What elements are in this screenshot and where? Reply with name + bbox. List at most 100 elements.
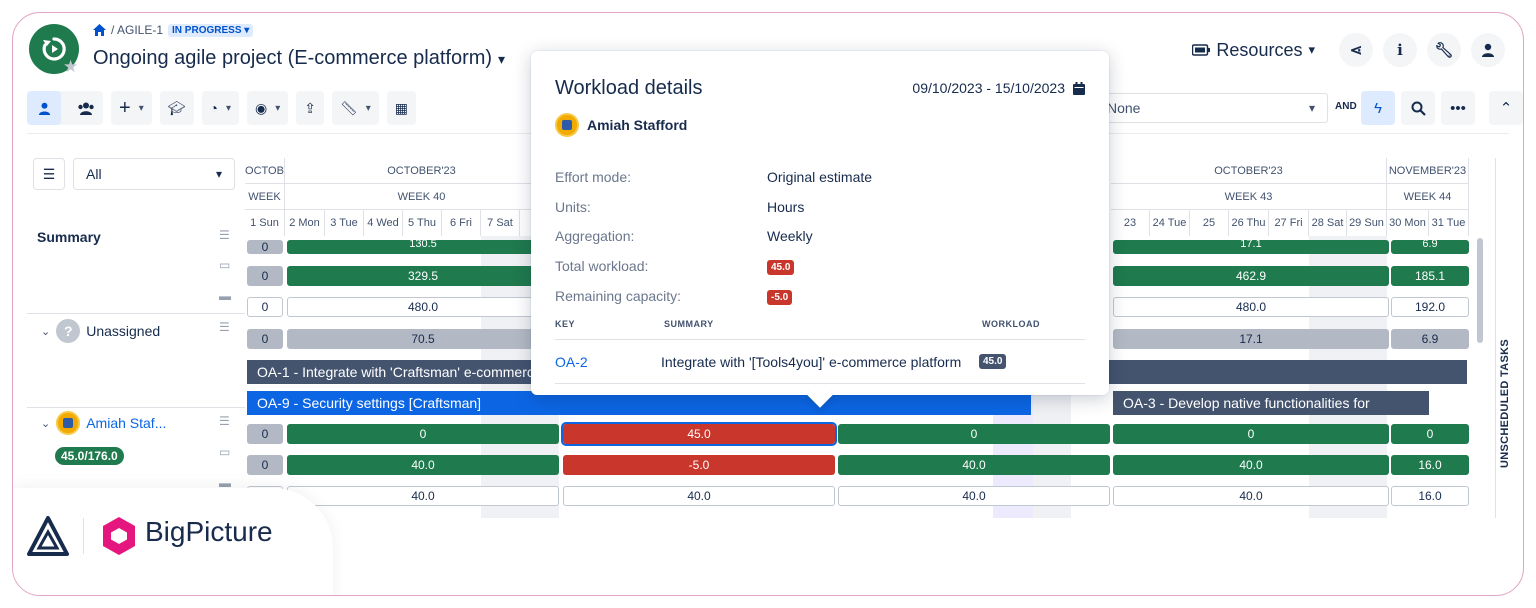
workload-cell[interactable]: 185.1 xyxy=(1391,266,1469,286)
issue-summary: Integrate with '[Tools4you]' e-commerce … xyxy=(661,354,962,370)
capacity-cell[interactable]: 40.0 xyxy=(1113,486,1389,506)
unassigned-row[interactable]: ⌄ ? Unassigned xyxy=(41,319,160,343)
add-menu-button[interactable]: + ▾ xyxy=(111,91,152,125)
visibility-menu-button[interactable]: ◉ ▾ xyxy=(247,91,289,125)
search-button[interactable] xyxy=(1401,91,1435,125)
week-header: WEEK 44 xyxy=(1387,184,1469,210)
capacity-cell[interactable]: 192.0 xyxy=(1391,297,1469,317)
workload-cell[interactable]: 0 xyxy=(287,424,559,444)
capacity-cell[interactable]: 40.0 xyxy=(838,486,1110,506)
status-lozenge[interactable]: IN PROGRESS ▾ xyxy=(168,23,254,37)
single-user-view-button[interactable] xyxy=(27,91,61,125)
share-button[interactable]: ⋖ xyxy=(1339,33,1373,67)
workload-cell[interactable]: 130.5 xyxy=(287,240,559,254)
gauge-menu-button[interactable]: ◔ ▾ xyxy=(201,91,239,125)
workload-cell[interactable]: 0 xyxy=(838,424,1110,444)
row-divider xyxy=(27,407,245,408)
workload-cell[interactable]: 462.9 xyxy=(1113,266,1389,286)
workload-cell[interactable]: 17.1 xyxy=(1113,240,1389,254)
workload-cell[interactable]: 6.9 xyxy=(1391,329,1469,349)
filter-select[interactable]: None ▾ xyxy=(1098,93,1328,123)
and-toggle[interactable]: AND xyxy=(1335,101,1357,112)
chevron-down-icon[interactable]: ⌄ xyxy=(41,417,51,430)
team-view-button[interactable] xyxy=(69,91,103,125)
total-workload-lozenge: 45.0 xyxy=(767,260,795,275)
user-row[interactable]: ⌄ Amiah Staf... xyxy=(41,411,166,435)
gauge-icon: ◔ xyxy=(209,100,218,116)
month-header: NOVEMBER'23 xyxy=(1387,158,1469,184)
workload-cell[interactable]: 6.9 xyxy=(1391,240,1469,254)
user-icon xyxy=(38,102,50,115)
capacity-cell[interactable]: 480.0 xyxy=(1113,297,1389,317)
day-header: 7 Sat xyxy=(481,210,520,236)
checklist-icon: ☰ xyxy=(219,228,230,242)
capacity-cell[interactable]: 40.0 xyxy=(287,455,559,475)
favorite-star-icon[interactable]: ★ xyxy=(63,57,79,76)
workload-cell[interactable]: 0 xyxy=(247,329,283,349)
profile-button[interactable] xyxy=(1471,33,1505,67)
skills-button[interactable]: 🎓︎ xyxy=(159,91,194,125)
task-bar[interactable]: OA-3 - Develop native functionalities fo… xyxy=(1113,391,1429,415)
day-header: 28 Sat xyxy=(1309,210,1347,236)
settings-button[interactable]: 🔧︎ xyxy=(1427,33,1461,67)
home-icon[interactable] xyxy=(93,24,106,36)
app-frame: ★ / AGILE-1 IN PROGRESS ▾ Ongoing agile … xyxy=(12,12,1524,596)
workload-cell-selected[interactable]: 45.0 xyxy=(561,422,837,446)
issue-key-link[interactable]: OA-2 xyxy=(555,354,588,370)
summary-row-label: Summary xyxy=(37,229,101,245)
day-header: 29 Sun xyxy=(1347,210,1387,236)
unscheduled-tasks-panel[interactable]: UNSCHEDULED TASKS xyxy=(1495,158,1523,518)
quick-actions-button[interactable]: ϟ xyxy=(1361,91,1395,125)
capacity-cell[interactable]: 40.0 xyxy=(1113,455,1389,475)
workload-cell[interactable]: 0 xyxy=(247,266,283,286)
vertical-scrollbar[interactable] xyxy=(1477,238,1483,343)
workload-cell[interactable]: 329.5 xyxy=(287,266,559,286)
aggregation-value: Weekly xyxy=(767,228,813,244)
day-header: 6 Fri xyxy=(442,210,481,236)
capacity-cell[interactable]: -5.0 xyxy=(563,455,835,475)
capacity-cell[interactable]: 0 xyxy=(247,455,283,475)
workload-cell[interactable]: 0 xyxy=(247,240,283,254)
task-bar[interactable]: OA-9 - Security settings [Craftsman] xyxy=(247,391,1031,415)
calendar-button[interactable]: ▦ xyxy=(386,91,417,125)
issue-workload-lozenge: 45.0 xyxy=(979,354,1007,369)
workload-cell[interactable]: 0 xyxy=(1391,424,1469,444)
workload-cell[interactable]: 70.5 xyxy=(287,329,559,349)
workload-cell[interactable]: 0 xyxy=(1113,424,1389,444)
capacity-cell[interactable]: 40.0 xyxy=(838,455,1110,475)
effort-mode-label: Effort mode: xyxy=(555,169,632,185)
day-header: 3 Tue xyxy=(325,210,364,236)
avatar xyxy=(56,411,81,435)
capacity-cell[interactable]: 16.0 xyxy=(1391,455,1469,475)
page-title[interactable]: Ongoing agile project (E-commerce platfo… xyxy=(93,47,505,70)
atlassian-logo-icon xyxy=(27,516,69,556)
capacity-cell[interactable]: 16.0 xyxy=(1391,486,1469,506)
units-label: Units: xyxy=(555,199,591,215)
info-button[interactable]: i xyxy=(1383,33,1417,67)
user-row-label[interactable]: Amiah Staf... xyxy=(86,415,167,431)
checklist-filter-button[interactable]: ☰ xyxy=(33,158,65,190)
popover-date-range[interactable]: 09/10/2023 - 15/10/2023 xyxy=(912,80,1085,96)
export-button[interactable]: ⇪ xyxy=(296,91,324,125)
capacity-cell[interactable]: 40.0 xyxy=(287,486,559,506)
breadcrumb-text[interactable]: / AGILE-1 xyxy=(111,23,164,37)
day-header: 24 Tue xyxy=(1150,210,1190,236)
collapse-toolbar-button[interactable]: ⌃ xyxy=(1489,91,1523,125)
capacity-cell[interactable]: 0 xyxy=(247,297,283,317)
more-button[interactable]: ••• xyxy=(1441,91,1475,125)
column-header-workload: WORKLOAD xyxy=(982,319,1040,329)
day-header: 5 Thu xyxy=(403,210,442,236)
workload-cell[interactable]: 17.1 xyxy=(1113,329,1389,349)
capacity-cell[interactable]: 480.0 xyxy=(287,297,559,317)
capacity-cell[interactable]: 40.0 xyxy=(563,486,835,506)
status-text: IN PROGRESS xyxy=(172,24,242,36)
workload-cell[interactable]: 0 xyxy=(247,424,283,444)
resources-menu[interactable]: Resources ▾ xyxy=(1192,40,1315,61)
chevron-down-icon[interactable]: ⌄ xyxy=(41,325,51,338)
group-filter-select[interactable]: All ▾ xyxy=(73,158,235,190)
unscheduled-tasks-label: UNSCHEDULED TASKS xyxy=(1499,339,1511,468)
project-logo[interactable] xyxy=(29,24,79,74)
scale-menu-button[interactable]: 📏︎ ▾ xyxy=(331,91,379,125)
wrench-icon: 🔧︎ xyxy=(1434,42,1454,59)
lightning-icon: ϟ xyxy=(1374,99,1382,117)
